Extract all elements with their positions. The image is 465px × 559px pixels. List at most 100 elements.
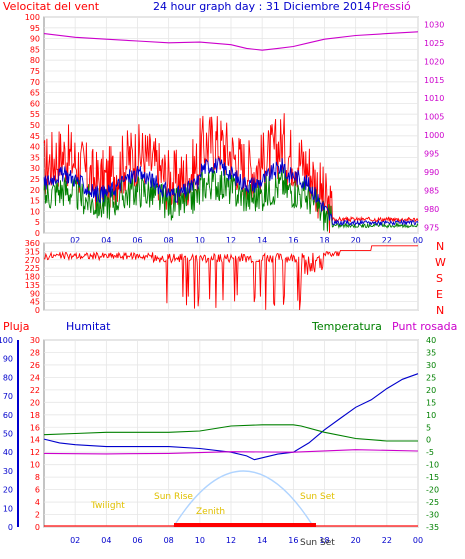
temp-tick-label: -5 — [426, 448, 434, 457]
hum-tick-label: 10 — [30, 461, 40, 470]
rain-tick-label: 0 — [8, 523, 13, 532]
bottom-time-tick-label: 22 — [382, 536, 392, 545]
dewpoint-line — [43, 449, 419, 455]
hum-tick-label: 6 — [35, 486, 40, 495]
bottom-time-tick-label: 16 — [288, 536, 298, 545]
hum-tick-label: 26 — [30, 361, 40, 370]
bottom-time-tick-label: 08 — [164, 536, 174, 545]
temp-tick-label: -10 — [426, 461, 439, 470]
pressure-axis: 975 980 985 990 995 1000 1005 1010 1015 1020 1025 1… — [424, 20, 444, 232]
temp-tick-label: 30 — [426, 361, 436, 370]
compass-n2: N — [436, 304, 444, 317]
hum-tick-label: 0 — [35, 523, 40, 532]
dewpoint-label: Punt rosada — [392, 320, 457, 333]
wind-direction-grid — [44, 242, 419, 311]
dir-tick-label: 90 — [30, 289, 40, 298]
rain-tick-label: 50 — [3, 430, 13, 439]
wind-tick-label: 30 — [30, 164, 40, 173]
rain-tick-label: 40 — [3, 448, 13, 457]
wind-speed-axis: 0510152025303540455055606570758085909510… — [25, 13, 40, 238]
hum-tick-label: 22 — [30, 386, 40, 395]
pressure-tick-label: 1010 — [424, 94, 444, 103]
twilight-pm-label: Sun Set — [300, 538, 335, 548]
pressure-tick-label: 1030 — [424, 20, 444, 29]
wind-tick-label: 80 — [30, 56, 40, 65]
zenith-label: Zenith — [196, 507, 225, 517]
humidity-line — [43, 373, 419, 461]
hum-tick-label: 16 — [30, 423, 40, 432]
pressure-tick-label: 1020 — [424, 57, 444, 66]
temp-tick-label: 15 — [426, 398, 436, 407]
wind-tick-label: 10 — [30, 207, 40, 216]
bottom-time-tick-label: 18 — [319, 536, 329, 545]
rain-baseline — [44, 525, 418, 527]
dir-tick-label: 180 — [25, 273, 40, 282]
bottom-time-tick-label: 00 — [413, 536, 423, 545]
rain-tick-label: 100 — [0, 336, 13, 345]
sun-set-label: Sun Set — [300, 492, 335, 502]
pressure-tick-label: 1000 — [424, 131, 444, 140]
bottom-time-tick-label: 14 — [257, 536, 267, 545]
wind-direction-line — [43, 245, 418, 311]
time-tick-label: 22 — [382, 236, 392, 245]
pressure-tick-label: 1005 — [424, 113, 444, 122]
hum-temp-time-axis: 02 04 06 08 10 12 14 16 18 20 22 00 — [70, 536, 423, 545]
rain-tick-label: 10 — [3, 504, 13, 513]
dir-tick-label: 315 — [25, 247, 40, 256]
wind-direction-lines — [43, 245, 418, 311]
time-tick-label: 14 — [257, 236, 267, 245]
bottom-time-tick-label: 12 — [226, 536, 236, 545]
hum-tick-label: 28 — [30, 348, 40, 357]
hum-tick-label: 30 — [30, 336, 40, 345]
hum-tick-label: 18 — [30, 411, 40, 420]
dir-tick-label: 360 — [25, 239, 40, 248]
graph-title: 24 hour graph day : 31 Diciembre 2014 — [153, 0, 371, 13]
time-tick-label: 16 — [288, 236, 298, 245]
hum-temp-axes: 0246810121416182022242628300102030405060… — [0, 336, 439, 532]
pressure-tick-label: 1025 — [424, 39, 444, 48]
rain-tick-label: 20 — [3, 486, 13, 495]
time-tick-label: 20 — [351, 236, 361, 245]
bottom-time-tick-label: 06 — [132, 536, 142, 545]
temp-tick-label: -25 — [426, 498, 439, 507]
rain-tick-label: 60 — [3, 411, 13, 420]
compass-w: W — [435, 256, 446, 269]
temp-tick-label: -20 — [426, 486, 439, 495]
wind-tick-label: 70 — [30, 78, 40, 87]
wind-tick-label: 85 — [30, 45, 40, 54]
sun-elevation-arc — [172, 470, 315, 528]
wind-tick-label: 20 — [30, 186, 40, 195]
temp-tick-label: 35 — [426, 348, 436, 357]
hum-tick-label: 4 — [35, 498, 40, 507]
temp-tick-label: 40 — [426, 336, 436, 345]
temp-tick-label: 20 — [426, 386, 436, 395]
rain-tick-label: 70 — [3, 392, 13, 401]
compass-s: S — [436, 272, 443, 285]
dir-tick-label: 0 — [35, 306, 40, 315]
wind-speed-label: Velocitat del vent — [3, 0, 100, 13]
wind-tick-label: 15 — [30, 197, 40, 206]
hum-temp-lines — [43, 373, 419, 461]
rain-tick-label: 80 — [3, 373, 13, 382]
dir-tick-label: 270 — [25, 256, 40, 265]
temp-tick-label: 0 — [426, 436, 431, 445]
sun-rise-label: Sun Rise — [154, 492, 193, 502]
temp-tick-label: -35 — [426, 523, 439, 532]
temp-tick-label: 10 — [426, 411, 436, 420]
bottom-time-tick-label: 04 — [101, 536, 111, 545]
rain-tick-label: 30 — [3, 467, 13, 476]
pressure-tick-label: 990 — [424, 168, 439, 177]
pressure-line — [43, 31, 419, 51]
time-tick-label: 00 — [413, 236, 423, 245]
wind-tick-label: 0 — [35, 229, 40, 238]
wind-tick-label: 35 — [30, 153, 40, 162]
temperature-label: Temperatura — [311, 320, 382, 333]
compass-n1: N — [436, 240, 444, 253]
temp-tick-label: -30 — [426, 511, 439, 520]
pressure-tick-label: 985 — [424, 187, 439, 196]
wind-tick-label: 65 — [30, 89, 40, 98]
humidity-label: Humitat — [66, 320, 111, 333]
wind-tick-label: 95 — [30, 24, 40, 33]
wind-tick-label: 45 — [30, 132, 40, 141]
